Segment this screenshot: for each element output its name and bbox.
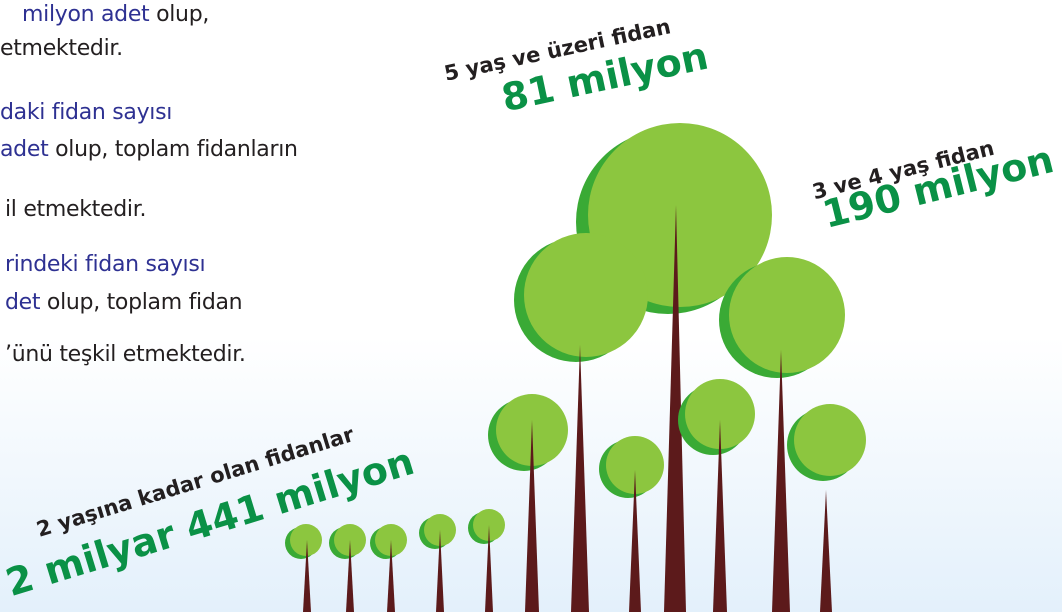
text-line: milyon adet olup, bbox=[22, 2, 209, 27]
text-segment: olup, bbox=[149, 2, 209, 27]
text-line: det olup, toplam fidan bbox=[5, 290, 242, 315]
text-segment: ’ünü teşkil etmektedir. bbox=[5, 342, 246, 367]
text-line: il etmektedir. bbox=[5, 197, 146, 222]
text-segment: rindeki fidan sayısı bbox=[5, 252, 205, 277]
tree bbox=[576, 123, 772, 612]
tree bbox=[678, 379, 755, 612]
tree bbox=[488, 394, 568, 612]
text-line: adet olup, toplam fidanların bbox=[0, 137, 298, 162]
text-segment: etmektedir. bbox=[0, 36, 123, 61]
text-line: rindeki fidan sayısı bbox=[5, 252, 205, 277]
tree bbox=[599, 436, 664, 612]
text-segment: milyon adet bbox=[22, 2, 149, 27]
tree bbox=[787, 404, 866, 612]
text-segment: det bbox=[5, 290, 40, 315]
text-segment: daki fidan sayısı bbox=[0, 100, 172, 125]
text-segment: adet bbox=[0, 137, 48, 162]
text-segment: il etmektedir. bbox=[5, 197, 146, 222]
text-line: daki fidan sayısı bbox=[0, 100, 172, 125]
seedlings bbox=[285, 509, 505, 612]
text-segment: olup, toplam fidanların bbox=[48, 137, 297, 162]
text-line: ’ünü teşkil etmektedir. bbox=[5, 342, 246, 367]
text-line: etmektedir. bbox=[0, 36, 123, 61]
text-segment: olup, toplam fidan bbox=[40, 290, 242, 315]
infographic: milyon adet olup, etmektedir. daki fidan s… bbox=[0, 0, 1062, 612]
